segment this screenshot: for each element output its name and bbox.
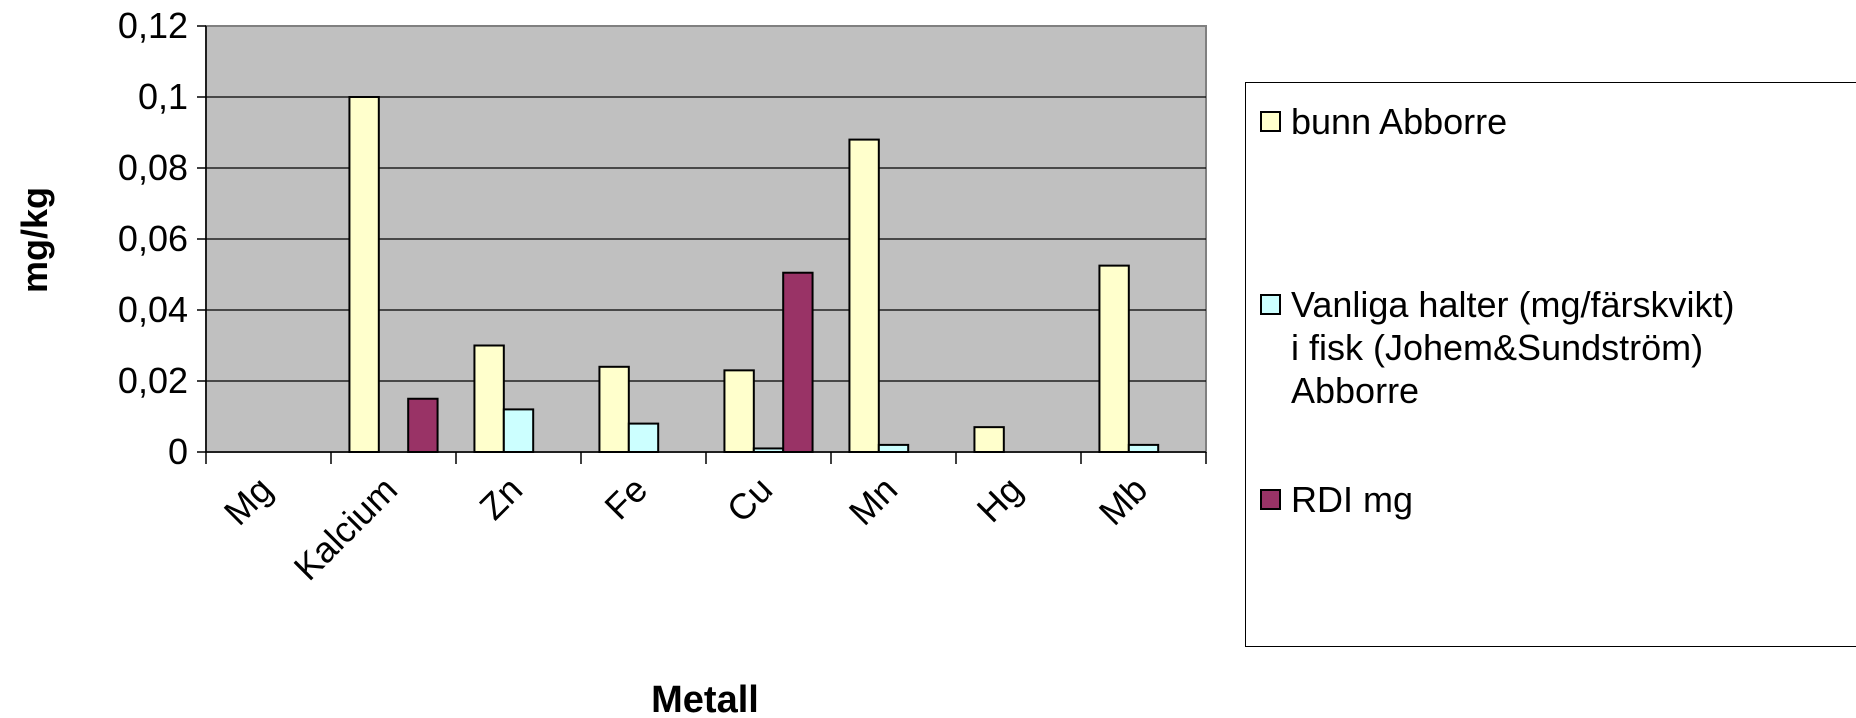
- x-axis-label: Metall: [651, 679, 759, 718]
- bar-fe-series-2: [627, 422, 660, 454]
- legend-label: RDI mg: [1291, 479, 1414, 520]
- bar-zn-series-2: [502, 408, 535, 453]
- axes: [197, 25, 1207, 464]
- y-tick-labels: 0 0,02 0,04 0,06 0,08 0,1 0,12: [118, 5, 188, 472]
- bar-cu-series-3: [782, 271, 814, 453]
- y-tick-label: 0: [168, 431, 188, 472]
- bar-kalcium-series-1: [348, 96, 380, 453]
- y-tick-label: 0,12: [118, 5, 188, 46]
- legend-item-rdi-mg: RDI mg: [1260, 478, 1851, 521]
- bar-mb-series-2: [1127, 443, 1160, 453]
- x-tick-label: Kalcium: [286, 469, 406, 589]
- bar-zn-series-1: [473, 344, 505, 453]
- legend-label: bunn Abborre: [1291, 101, 1508, 142]
- y-tick-label: 0,08: [118, 147, 188, 188]
- y-tick-label: 0,02: [118, 360, 188, 401]
- legend-item-vanliga-halter: Vanliga halter (mg/färskvikt) i fisk (Jo…: [1260, 283, 1851, 412]
- x-tick-label: Zn: [471, 469, 530, 528]
- y-tick-label: 0,06: [118, 218, 188, 259]
- y-tick-label: 0,1: [138, 76, 188, 117]
- legend-item-bunn-abborre: bunn Abborre: [1260, 100, 1851, 143]
- legend-swatch-vanliga-halter: [1260, 294, 1281, 315]
- x-tick-label: Hg: [969, 469, 1031, 531]
- bar-kalcium-series-3: [407, 397, 439, 453]
- bar-cu-series-1: [723, 369, 755, 454]
- legend-swatch-bunn-abborre: [1260, 111, 1281, 132]
- bar-mn-series-1: [848, 138, 880, 453]
- legend-label: Vanliga halter (mg/färskvikt) i fisk (Jo…: [1291, 284, 1735, 411]
- legend: bunn Abborre Vanliga halter (mg/färskvik…: [1245, 82, 1856, 647]
- bar-mb-series-1: [1098, 264, 1130, 453]
- bar-mn-series-2: [877, 443, 910, 453]
- y-axis-label: mg/kg: [14, 187, 55, 293]
- x-tick-label: Mn: [841, 469, 905, 533]
- y-tick-label: 0,04: [118, 289, 188, 330]
- x-tick-label: Mg: [216, 469, 280, 533]
- x-tick-labels: Mg Kalcium Zn Fe Cu Mn Hg Mb: [216, 469, 1155, 589]
- legend-swatch-rdi-mg: [1260, 489, 1281, 510]
- bar-fe-series-1: [598, 365, 630, 453]
- x-tick-label: Fe: [596, 469, 655, 528]
- x-tick-label: Cu: [719, 469, 781, 531]
- x-tick-label: Mb: [1091, 469, 1155, 533]
- bar-hg-series-1: [973, 426, 1005, 453]
